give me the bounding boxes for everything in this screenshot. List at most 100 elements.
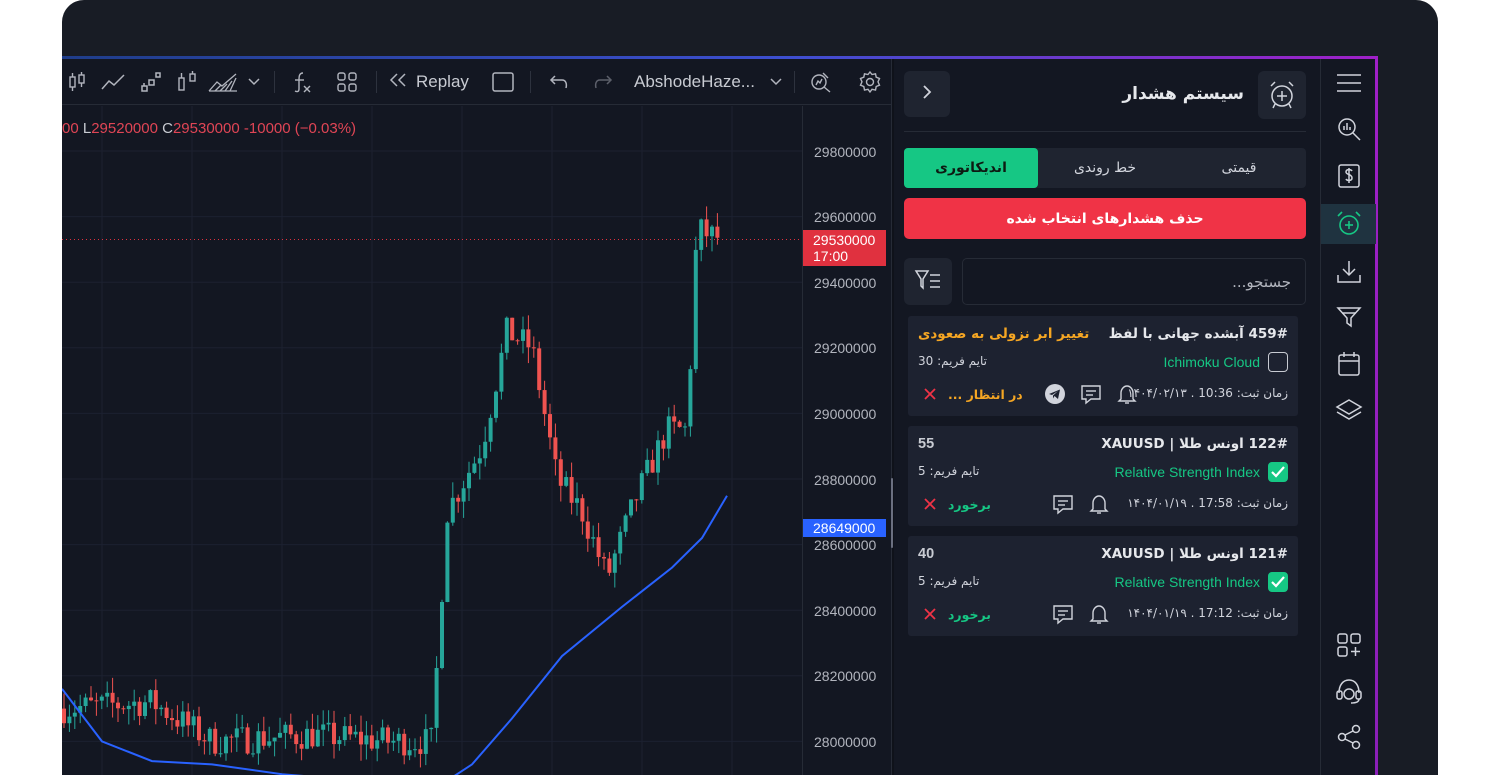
toolbar-separator: [794, 71, 795, 93]
candle-body: [391, 740, 396, 743]
price-chart[interactable]: [62, 106, 802, 775]
price-label: 29400000: [814, 275, 877, 291]
candle-body: [672, 416, 677, 422]
filter-icon[interactable]: [1321, 297, 1376, 337]
message-icon[interactable]: [1051, 492, 1075, 516]
candle-body: [89, 697, 93, 701]
bars-icon[interactable]: [174, 69, 202, 95]
alert-checkbox[interactable]: [1268, 462, 1288, 482]
message-icon[interactable]: [1051, 602, 1075, 626]
alert-timeframe: تایم فریم: 30: [918, 354, 987, 368]
symbol-label: AbshodeHaze...: [634, 72, 755, 91]
candle-body: [256, 731, 261, 754]
alert-checkbox[interactable]: [1268, 352, 1288, 372]
chevron-down-icon[interactable]: [246, 69, 262, 95]
undo-icon[interactable]: [546, 69, 572, 95]
price-label: 29800000: [814, 144, 877, 160]
gear-icon[interactable]: [856, 69, 884, 95]
candle-body: [445, 522, 450, 603]
candle-body: [116, 702, 120, 709]
widgets-add-icon[interactable]: [1321, 625, 1376, 665]
candle-body: [688, 369, 693, 427]
candle-body: [170, 718, 174, 721]
candle-body: [634, 499, 639, 501]
price-axis[interactable]: 29800000 29600000 29400000 29200000 2900…: [802, 106, 890, 775]
panel-divider[interactable]: [891, 59, 894, 775]
alert-title: 121# اونس طلا | XAUUSD: [1101, 546, 1288, 562]
symbol-selector[interactable]: AbshodeHaze...: [634, 69, 782, 95]
menu-icon[interactable]: [1321, 63, 1376, 103]
collapse-panel-button[interactable]: [904, 71, 950, 117]
layouts-icon[interactable]: [334, 69, 360, 95]
magnifier-chart-icon[interactable]: [808, 69, 834, 95]
delete-alert-icon[interactable]: [918, 602, 942, 626]
candle-body: [618, 531, 623, 554]
candle-body: [526, 329, 531, 348]
candle-body: [450, 497, 455, 523]
alert-checkbox[interactable]: [1268, 572, 1288, 592]
search-input[interactable]: جستجو...: [962, 258, 1306, 305]
area-chart-icon[interactable]: [206, 69, 240, 95]
candle-body: [342, 726, 347, 741]
alert-card[interactable]: 459# آبشده جهانی با لفظ تغییر ابر نزولی …: [908, 316, 1298, 416]
candle-body: [261, 731, 266, 746]
chart-search-icon[interactable]: [1321, 109, 1376, 149]
support-icon[interactable]: [1321, 671, 1376, 711]
candle-body: [499, 352, 504, 392]
candle-body: [191, 716, 196, 726]
layers-icon[interactable]: [1321, 390, 1376, 430]
filter-button[interactable]: [904, 258, 952, 305]
resize-handle[interactable]: [891, 478, 893, 548]
tab-price[interactable]: قیمتی: [1221, 160, 1257, 176]
candle-body: [159, 707, 164, 710]
candle-body: [515, 340, 520, 342]
tab-indicator[interactable]: اندیکاتوری: [904, 148, 1038, 188]
delete-alert-icon[interactable]: [918, 382, 942, 406]
alert-card[interactable]: 121# اونس طلا | XAUUSD 40 Relative Stren…: [908, 536, 1298, 636]
rectangle-icon[interactable]: [490, 69, 516, 95]
ohlc-close-value: 29530000: [172, 120, 240, 137]
bell-icon[interactable]: [1115, 382, 1139, 406]
dollar-icon[interactable]: [1321, 156, 1376, 196]
candle-body: [315, 729, 320, 747]
candle-body: [612, 553, 617, 573]
toolbar-separator: [530, 71, 531, 93]
bell-icon[interactable]: [1087, 492, 1111, 516]
candle-body: [207, 728, 212, 742]
bell-icon[interactable]: [1087, 602, 1111, 626]
alert-card[interactable]: 122# اونس طلا | XAUUSD 55 Relative Stren…: [908, 426, 1298, 526]
message-icon[interactable]: [1079, 382, 1103, 406]
alarm-icon[interactable]: [1321, 204, 1376, 244]
candle-body: [105, 692, 110, 697]
price-label: 28600000: [814, 537, 877, 553]
redo-icon[interactable]: [590, 69, 616, 95]
candle-body: [94, 700, 99, 702]
chevron-down-icon[interactable]: [768, 69, 784, 95]
line-chart-icon[interactable]: [98, 69, 128, 95]
candle-body: [310, 728, 315, 747]
candle-body: [83, 697, 88, 707]
candles-icon[interactable]: [66, 69, 88, 95]
candle-body: [704, 219, 709, 237]
telegram-icon[interactable]: [1043, 382, 1067, 406]
candle-body: [434, 668, 439, 728]
step-chart-icon[interactable]: [138, 69, 164, 95]
candle-body: [580, 498, 585, 522]
tab-trendline[interactable]: خط روندی: [1073, 160, 1137, 176]
candle-body: [504, 317, 509, 353]
download-icon[interactable]: [1321, 252, 1376, 292]
indicators-icon[interactable]: [288, 69, 316, 95]
alert-status: برخورد: [948, 496, 991, 512]
candle-body: [494, 391, 498, 418]
share-icon[interactable]: [1321, 717, 1376, 757]
price-label: 28800000: [814, 472, 877, 488]
delete-selected-button[interactable]: حذف هشدارهای انتخاب شده: [904, 198, 1306, 239]
candle-body: [483, 441, 488, 459]
toolbar-separator: [274, 71, 275, 93]
delete-alert-icon[interactable]: [918, 492, 942, 516]
replay-button[interactable]: Replay: [388, 69, 474, 95]
alert-actions: برخورد: [918, 602, 1111, 626]
candle-body: [294, 734, 299, 745]
calendar-icon[interactable]: [1321, 344, 1376, 384]
chart-canvas[interactable]: [62, 106, 802, 775]
